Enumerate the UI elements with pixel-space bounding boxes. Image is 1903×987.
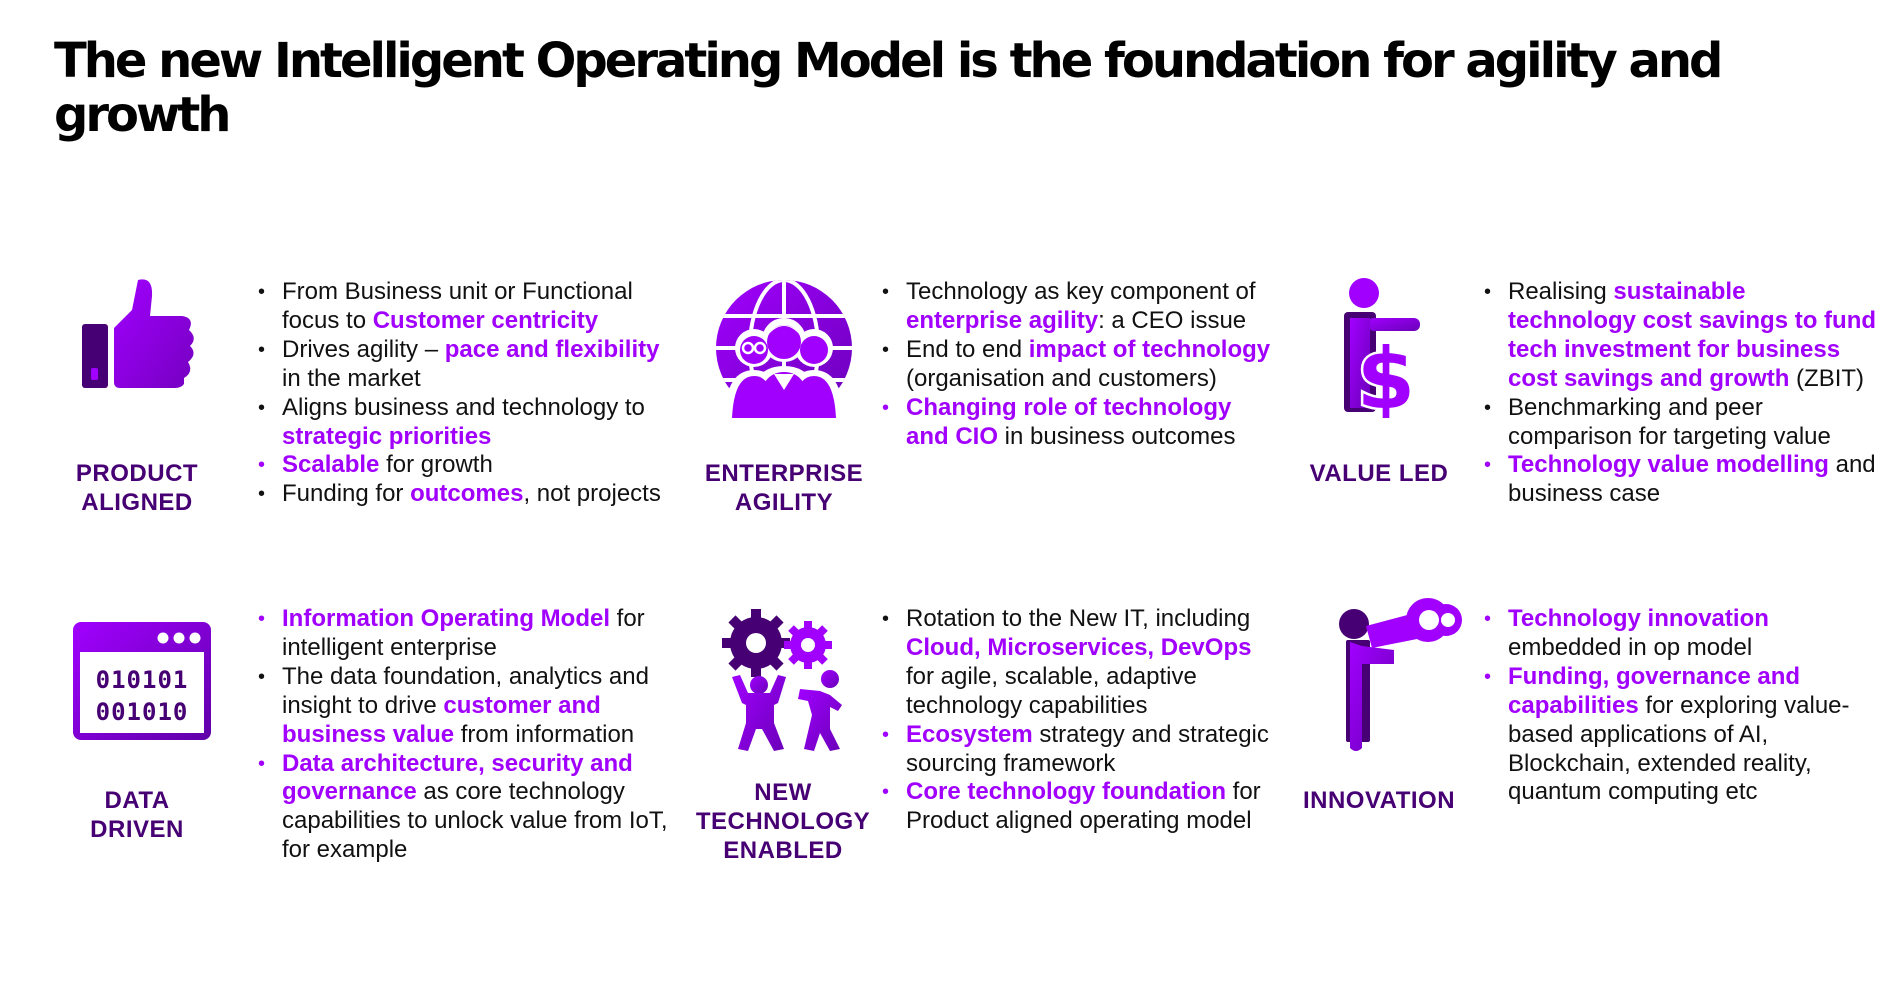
innovation-label: INNOVATION [1288,786,1470,815]
product-aligned-label-line2: ALIGNED [81,489,193,516]
binary-line-1: 010101 [96,666,189,694]
bullet-item: The data foundation, analytics and insig… [253,663,683,750]
product-aligned-label-line1: PRODUCT [75,460,199,487]
page-title: The new Intelligent Operating Model is t… [54,33,1723,143]
bullet-text: Benchmarking and peer comparison for tar… [1508,393,1831,450]
gears-people-icon [718,605,848,753]
thumbs-up-icon [80,278,198,390]
new-technology-enabled-label-line3: ENABLED [723,837,843,864]
bullet-text: Rotation to the New IT, including [906,605,1251,632]
new-technology-enabled-label-line2: TECHNOLOGY [695,808,871,835]
dollar-person-icon: $ [1334,278,1426,418]
new-technology-enabled-label-line1: NEW [754,779,812,806]
bullet-text: Drives agility – [282,335,445,363]
bullet-text: embedded in op model [1508,633,1753,661]
enterprise-agility-bullets: Technology as key component of enterpris… [877,278,1277,451]
bullet-text: strategy and strategic sourcing framewor… [906,720,1269,777]
bullet-item: From Business unit or Functional focus t… [253,278,683,336]
bullet-text: in the market [282,364,421,392]
highlight-text: enterprise agility [906,306,1099,334]
bullet-text: Aligns business and technology to [282,393,645,421]
bullet-text: Realising [1508,278,1614,305]
binary-window-icon: 010101 001010 [73,622,211,740]
bullet-item: Benchmarking and peer comparison for tar… [1479,394,1879,452]
bullet-text: , not projects [523,480,661,508]
highlight-text: Technology value modelling [1508,451,1829,479]
value-led-label-line1: VALUE LED [1309,460,1449,487]
bullet-text: in business outcomes [998,422,1236,450]
bullet-item: Funding for outcomes, not projects [253,480,683,509]
enterprise-agility-label: ENTERPRISE AGILITY [701,459,867,517]
new-technology-enabled-label: NEW TECHNOLOGY ENABLED [686,778,880,865]
highlight-text: pace and flexibility [444,335,660,363]
bullet-item: Scalable for growth [253,451,683,480]
bullet-item: Funding, governance and capabilities for… [1479,663,1879,808]
bullet-text: From Business unit or Functional focus t… [282,278,633,334]
svg-text:$: $ [1357,330,1415,418]
product-aligned-label: PRODUCT ALIGNED [56,459,218,517]
bullet-item: End to end impact of technology (organis… [877,336,1277,394]
highlight-text: Funding, governance and capabilities [1508,662,1801,719]
data-driven-label-line1: DATA [104,787,170,814]
bullet-text: for agile, scalable, adaptive technology… [906,662,1197,719]
new-technology-enabled-bullets: Rotation to the New IT, including Cloud,… [877,605,1277,836]
bullet-item: Changing role of technology and CIO in b… [877,394,1277,452]
data-driven-label: DATA DRIVEN [56,786,218,844]
highlight-text: customer and business value [282,691,601,748]
data-driven-label-line2: DRIVEN [90,816,184,843]
binary-line-2: 001010 [96,698,189,726]
bullet-text: for intelligent enterprise [282,605,645,661]
bullet-item: Technology innovation embedded in op mod… [1479,605,1879,663]
bullet-text: The data foundation, analytics and insig… [282,662,649,719]
bullet-text: for exploring value-based applications o… [1508,691,1850,806]
highlight-text: Information Operating Model [282,605,610,632]
bullet-item: Aligns business and technology to strate… [253,394,683,452]
bullet-text: Technology as key component of [906,278,1256,305]
highlight-text: outcomes [410,480,524,508]
highlight-text: Core technology foundation [906,778,1226,806]
bullet-text: : a CEO issue [1098,306,1247,334]
bullet-text: Funding for [282,480,411,508]
highlight-text: Technology innovation [1508,605,1769,632]
bullet-text: as core technology capabilities to unloc… [282,778,668,864]
bullet-text: for Product aligned operating model [906,778,1261,835]
product-aligned-bullets: From Business unit or Functional focus t… [253,278,683,509]
enterprise-agility-label-line1: ENTERPRISE [704,460,864,487]
bullet-item: Rotation to the New IT, including Cloud,… [877,605,1277,721]
enterprise-agility-label-line2: AGILITY [734,489,834,516]
highlight-text: Scalable [282,451,380,479]
bullet-item: Realising sustainable technology cost sa… [1479,278,1879,394]
data-driven-bullets: Information Operating Model for intellig… [253,605,683,865]
bullet-item: Core technology foundation for Product a… [877,778,1277,836]
people-globe-icon [714,278,854,418]
binoculars-person-icon [1336,596,1462,754]
innovation-label-line1: INNOVATION [1302,787,1456,814]
bullet-item: Information Operating Model for intellig… [253,605,683,663]
highlight-text: sustainable technology cost savings to f… [1508,278,1877,392]
value-led-label: VALUE LED [1296,459,1462,488]
bullet-text: for growth [379,451,493,479]
highlight-text: Customer centricity [372,306,599,334]
bullet-item: Technology as key component of enterpris… [877,278,1277,336]
highlight-text: Ecosystem [906,720,1033,748]
bullet-item: Drives agility – pace and flexibility in… [253,336,683,394]
bullet-text: and business case [1508,451,1876,508]
bullet-text: (ZBIT) [1789,364,1865,392]
highlight-text: impact of technology [1028,335,1271,363]
bullet-text: (organisation and customers) [906,364,1217,392]
highlight-text: Cloud, Microservices, DevOps [906,633,1252,661]
value-led-bullets: Realising sustainable technology cost sa… [1479,278,1879,509]
innovation-bullets: Technology innovation embedded in op mod… [1479,605,1879,807]
bullet-item: Technology value modelling and business … [1479,451,1879,509]
highlight-text: strategic priorities [282,422,492,450]
bullet-text: End to end [906,335,1029,363]
highlight-text: Data architecture, security and governan… [282,749,633,806]
bullet-text: from information [454,720,635,748]
highlight-text: Changing role of technology and CIO [906,393,1232,450]
bullet-item: Data architecture, security and governan… [253,750,683,866]
bullet-item: Ecosystem strategy and strategic sourcin… [877,721,1277,779]
